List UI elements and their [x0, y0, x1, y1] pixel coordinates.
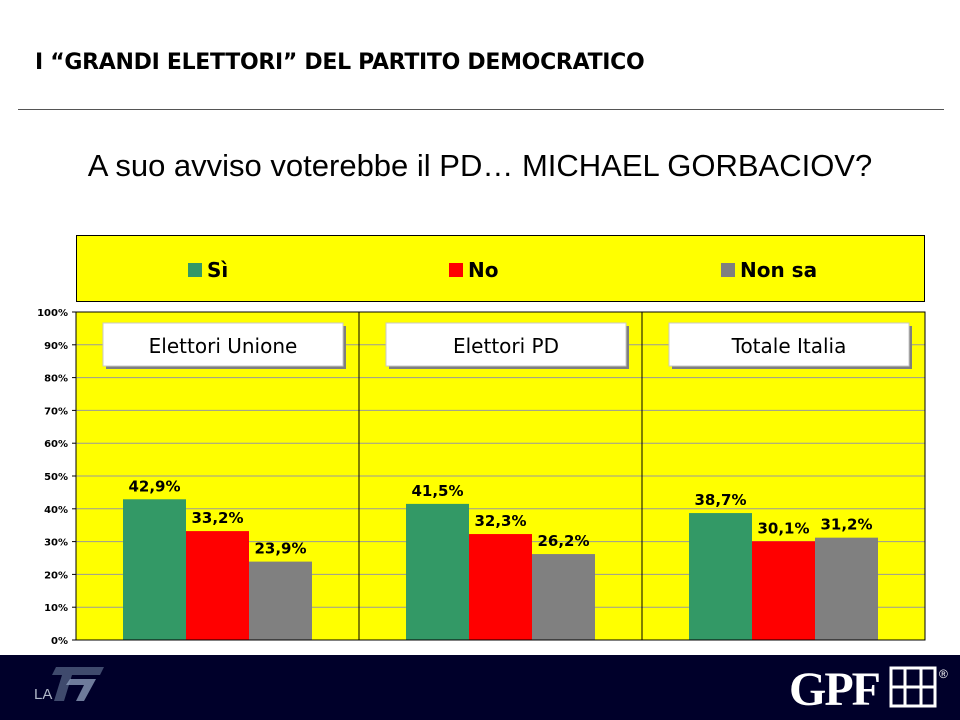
survey-question: A suo avviso voterebbe il PD… MICHAEL GO… [87, 148, 873, 183]
y-tick-label: 80% [44, 374, 68, 385]
plot-frame [75, 311, 926, 641]
y-tick-label: 30% [44, 538, 68, 549]
y-tick-label: 100% [37, 308, 68, 319]
la7-logo-text: LA [34, 686, 52, 703]
header-divider [18, 109, 944, 110]
y-tick-label: 0% [51, 636, 68, 647]
bar-chart: 0% 10% 20% 30% 40% 50% 60% 70% 80% 90% 100% Elettor… [37, 308, 926, 647]
la7-logo: LA [34, 667, 104, 703]
legend-item-nonsa: Non sa [721, 258, 818, 282]
legend-item-si: Sì [188, 258, 229, 282]
group-label-box [102, 322, 344, 367]
bar [469, 534, 532, 640]
gpf-logo-text: GPF [789, 663, 880, 710]
group-label-box [385, 322, 627, 367]
data-label: 42,9% [128, 477, 180, 495]
legend-label-no: No [468, 258, 499, 282]
bar [532, 554, 595, 640]
bar [815, 537, 878, 640]
bar [752, 541, 815, 640]
y-tick-label: 10% [44, 603, 68, 614]
data-label: 32,3% [474, 512, 526, 530]
bar [406, 503, 469, 640]
bar [186, 531, 249, 640]
page-title: I “GRANDI ELETTORI” DEL PARTITO DEMOCRAT… [35, 50, 645, 75]
group-label-box [668, 322, 910, 367]
data-label: 33,2% [191, 509, 243, 527]
footer-bar [0, 655, 960, 720]
data-label: 23,9% [254, 540, 306, 558]
bar [249, 561, 312, 640]
data-label: 26,2% [537, 532, 589, 550]
legend-label-si: Sì [207, 258, 229, 282]
data-label: 41,5% [411, 482, 463, 500]
bar [123, 499, 186, 640]
registered-mark: ® [939, 667, 948, 681]
bar [689, 513, 752, 640]
data-label: 38,7% [694, 491, 746, 509]
legend-swatch-nonsa [721, 263, 735, 277]
y-tick-label: 20% [44, 570, 68, 581]
legend-item-no: No [449, 258, 499, 282]
y-tick-label: 70% [44, 406, 68, 417]
data-label: 30,1% [757, 519, 809, 537]
data-label: 31,2% [820, 516, 872, 534]
y-tick-label: 90% [44, 341, 68, 352]
group-label: Elettori PD [453, 334, 559, 358]
chart-legend: Sì No Non sa [76, 235, 925, 302]
y-tick-label: 60% [44, 439, 68, 450]
group-label: Elettori Unione [149, 334, 298, 358]
y-tick-label: 40% [44, 505, 68, 516]
gpf-logo: GPF ® [789, 663, 948, 710]
legend-swatch-si [188, 263, 202, 277]
group-label: Totale Italia [731, 334, 847, 358]
y-tick-label: 50% [44, 472, 68, 483]
legend-swatch-no [449, 263, 463, 277]
legend-label-nonsa: Non sa [740, 258, 818, 282]
